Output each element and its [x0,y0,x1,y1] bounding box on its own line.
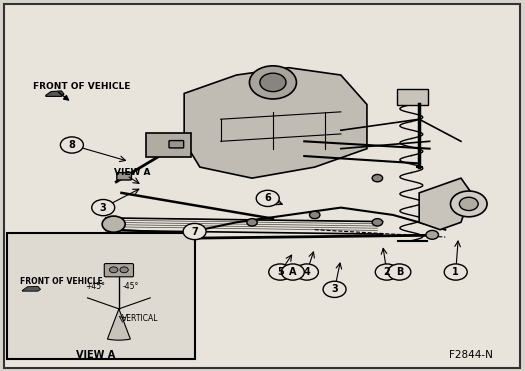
Text: 2: 2 [383,267,390,277]
FancyBboxPatch shape [4,4,520,368]
Polygon shape [419,178,471,230]
Circle shape [110,267,118,273]
Text: F2844-N: F2844-N [449,350,493,360]
Circle shape [375,264,398,280]
FancyBboxPatch shape [397,89,428,105]
Text: VIEW A: VIEW A [114,168,150,177]
Circle shape [323,281,346,298]
Text: A: A [289,267,297,277]
Text: 3: 3 [331,284,338,294]
Circle shape [102,216,125,232]
Circle shape [444,264,467,280]
Text: B: B [396,267,403,277]
Circle shape [92,200,114,216]
Circle shape [249,66,297,99]
Text: FRONT OF VEHICLE: FRONT OF VEHICLE [33,82,130,91]
Circle shape [310,211,320,219]
Polygon shape [184,68,367,178]
FancyBboxPatch shape [146,133,191,157]
Text: VIEW A: VIEW A [76,350,115,360]
Text: 1: 1 [453,267,459,277]
FancyBboxPatch shape [7,233,195,358]
Circle shape [388,264,411,280]
Circle shape [183,223,206,240]
Text: 5: 5 [277,267,284,277]
Polygon shape [22,286,40,291]
Wedge shape [108,309,130,340]
Circle shape [296,264,318,280]
Circle shape [281,264,304,280]
Text: 8: 8 [68,140,75,150]
Circle shape [372,219,383,226]
FancyBboxPatch shape [104,263,133,277]
Circle shape [459,197,478,210]
Circle shape [372,174,383,182]
Circle shape [128,234,141,243]
FancyBboxPatch shape [117,173,131,180]
Circle shape [260,73,286,92]
Circle shape [269,264,292,280]
Text: 3: 3 [100,203,107,213]
Text: +45°: +45° [86,282,106,290]
Text: VERTICAL: VERTICAL [121,313,158,322]
Circle shape [426,230,438,239]
Circle shape [256,190,279,207]
Text: FRONT OF VEHICLE: FRONT OF VEHICLE [19,277,102,286]
Polygon shape [46,91,64,96]
FancyBboxPatch shape [169,141,184,148]
Circle shape [247,219,257,226]
Text: 4: 4 [303,267,310,277]
Circle shape [120,267,128,273]
Text: 7: 7 [191,227,198,237]
Circle shape [450,191,487,217]
Text: -45°: -45° [122,282,139,290]
Text: 6: 6 [265,193,271,203]
Circle shape [60,137,83,153]
